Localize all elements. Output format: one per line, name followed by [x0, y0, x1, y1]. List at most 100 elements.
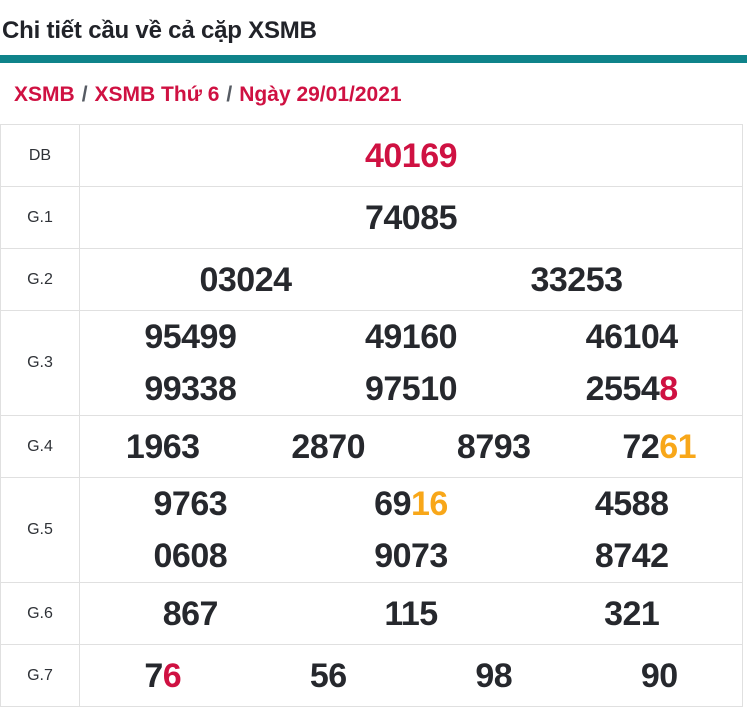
prize-digit-segment: 49160: [364, 318, 458, 356]
prize-table: DB 40169 G.1 74085 G.2 03024 33253 G.3 95499 4916…: [0, 124, 743, 707]
breadcrumb-separator: /: [81, 83, 88, 106]
prize-values: 76 56 98 90: [80, 645, 743, 707]
prize-value: 9763: [80, 487, 301, 521]
prize-value: 74085: [80, 201, 742, 235]
prize-value: 6916: [301, 487, 522, 521]
prize-digit-segment: 2554: [585, 370, 660, 408]
prize-row-g4: G.4 1963 2870 8793 7261: [0, 415, 743, 478]
prize-digit-segment: 7: [144, 656, 163, 695]
prize-value: 03024: [80, 263, 411, 297]
prize-digit-segment: 40169: [364, 136, 458, 175]
prize-value: 321: [521, 597, 742, 631]
prize-values: 40169: [80, 125, 743, 187]
prize-digit-segment: 97510: [364, 370, 458, 408]
prize-values: 03024 33253: [80, 249, 743, 311]
prize-digit-segment: 2870: [291, 427, 366, 466]
prize-digit-segment: 46104: [585, 318, 679, 356]
prize-digit-segment: 9763: [153, 485, 228, 523]
prize-digit-segment: 90: [640, 656, 678, 695]
prize-line: 9763 6916 4588: [80, 478, 742, 530]
prize-values: 1963 2870 8793 7261: [80, 416, 743, 478]
prize-digit-segment: 56: [309, 656, 347, 695]
prize-digit-segment: 8793: [456, 427, 531, 466]
prize-digit-segment: 321: [604, 594, 660, 633]
accent-bar: [0, 55, 747, 63]
prize-value: 9073: [301, 539, 522, 573]
prize-value: 4588: [521, 487, 742, 521]
prize-digit-segment: 115: [384, 594, 438, 633]
prize-line: 74085: [80, 187, 742, 248]
prize-label: G.1: [0, 186, 80, 249]
prize-value: 1963: [80, 430, 246, 464]
breadcrumb-link[interactable]: XSMB Thứ 6: [94, 83, 220, 106]
prize-value: 90: [577, 659, 743, 693]
prize-value: 115: [301, 597, 522, 631]
prize-digit-segment: 9073: [374, 537, 448, 575]
prize-digit-segment: 8: [659, 370, 678, 408]
prize-value: 98: [411, 659, 577, 693]
prize-value: 46104: [521, 320, 742, 354]
prize-digit-segment: 99338: [144, 370, 237, 408]
breadcrumb-link[interactable]: XSMB: [14, 83, 75, 106]
prize-label: G.2: [0, 248, 80, 311]
breadcrumb-separator: /: [226, 83, 233, 106]
prize-digit-segment: 8742: [594, 537, 669, 575]
breadcrumb-link[interactable]: Ngày 29/01/2021: [239, 83, 402, 106]
breadcrumb: XSMB / XSMB Thứ 6 / Ngày 29/01/2021: [14, 83, 747, 107]
prize-row-g1: G.1 74085: [0, 186, 743, 249]
prize-value: 0608: [80, 539, 301, 573]
prize-row-g5: G.5 9763 6916 4588 0608 9073 8742: [0, 477, 743, 583]
prize-digit-segment: 4588: [594, 485, 669, 523]
prize-values: 867 115 321: [80, 583, 743, 645]
prize-row-g7: G.7 76 56 98 90: [0, 644, 743, 707]
prize-digit-segment: 33253: [530, 260, 623, 299]
prize-value: 49160: [301, 320, 522, 354]
prize-label: G.7: [0, 644, 80, 707]
prize-digit-segment: 6: [162, 656, 182, 695]
prize-row-db: DB 40169: [0, 124, 743, 187]
prize-line: 1963 2870 8793 7261: [80, 416, 742, 477]
prize-line: 03024 33253: [80, 249, 742, 310]
prize-line: 95499 49160 46104: [80, 311, 742, 363]
prize-digit-segment: 867: [162, 594, 219, 633]
prize-digit-segment: 03024: [199, 260, 292, 299]
prize-values: 74085: [80, 187, 743, 249]
prize-row-g3: G.3 95499 49160 46104 99338 97510 25548: [0, 310, 743, 416]
prize-value: 7261: [577, 430, 743, 464]
prize-value: 99338: [80, 372, 301, 406]
prize-value: 2870: [246, 430, 412, 464]
prize-value: 8793: [411, 430, 577, 464]
prize-value: 867: [80, 597, 301, 631]
prize-line: 76 56 98 90: [80, 645, 742, 706]
prize-values: 9763 6916 4588 0608 9073 8742: [80, 478, 743, 583]
prize-digit-segment: 69: [374, 485, 411, 523]
prize-line: 0608 9073 8742: [80, 530, 742, 582]
prize-digit-segment: 1963: [125, 427, 200, 466]
prize-digit-segment: 0608: [153, 537, 228, 575]
prize-value: 40169: [80, 139, 742, 173]
prize-value: 95499: [80, 320, 301, 354]
prize-value: 33253: [411, 263, 742, 297]
prize-row-g6: G.6 867 115 321: [0, 582, 743, 645]
prize-digit-segment: 74085: [364, 198, 458, 237]
prize-values: 95499 49160 46104 99338 97510 25548: [80, 311, 743, 416]
prize-row-g2: G.2 03024 33253: [0, 248, 743, 311]
prize-line: 40169: [80, 125, 742, 186]
prize-digit-segment: 98: [475, 656, 513, 695]
prize-value: 56: [246, 659, 412, 693]
prize-value: 76: [80, 659, 246, 693]
prize-value: 8742: [521, 539, 742, 573]
prize-digit-segment: 95499: [144, 318, 237, 356]
prize-digit-segment: 16: [411, 485, 448, 523]
prize-label: G.6: [0, 582, 80, 645]
prize-value: 25548: [521, 372, 742, 406]
prize-label: DB: [0, 124, 80, 187]
prize-label: G.5: [0, 477, 80, 583]
prize-label: G.4: [0, 415, 80, 478]
prize-line: 99338 97510 25548: [80, 363, 742, 415]
prize-table-body: DB 40169 G.1 74085 G.2 03024 33253 G.3 95499 4916…: [0, 124, 743, 707]
prize-digit-segment: 72: [622, 427, 660, 466]
prize-value: 97510: [301, 372, 522, 406]
prize-line: 867 115 321: [80, 583, 742, 644]
